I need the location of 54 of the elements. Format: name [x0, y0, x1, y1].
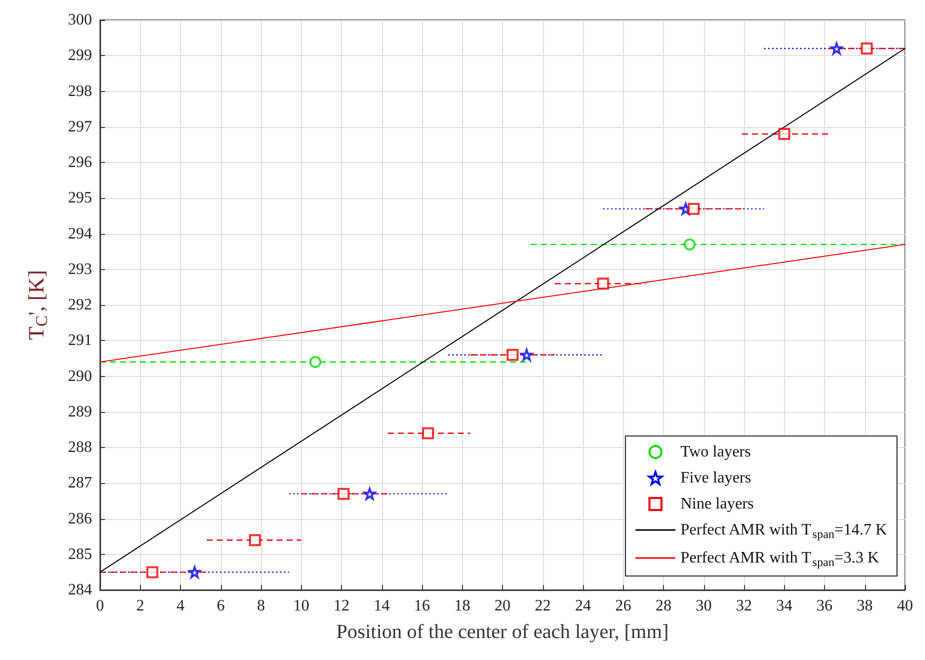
- x-tick-label: 0: [96, 598, 104, 614]
- y-tick-label: 300: [68, 12, 92, 28]
- y-tick-label: 286: [68, 510, 92, 528]
- x-tick-label: 14: [374, 598, 390, 614]
- x-tick-label: 24: [575, 598, 591, 614]
- y-tick-label: 297: [68, 118, 92, 136]
- y-tick-label: 294: [68, 225, 92, 242]
- point: [597, 278, 610, 290]
- y-tick-label: 284: [68, 582, 92, 598]
- x-tick-label: 36: [816, 598, 832, 614]
- x-tick-label: 28: [656, 598, 672, 614]
- y-tick-label: 295: [68, 190, 92, 207]
- point: [860, 42, 873, 54]
- x-tick-label: 22: [534, 598, 551, 614]
- x-tick-label: 18: [454, 598, 470, 614]
- y-tick-label: 292: [68, 296, 92, 314]
- x-tick-label: 32: [736, 598, 752, 614]
- y-tick-label: 293: [68, 260, 92, 278]
- y-axis-title: TC', [K]: [24, 270, 51, 340]
- point: [684, 238, 696, 250]
- x-tick-label: 2: [136, 598, 144, 614]
- y-tick-label: 289: [68, 403, 92, 420]
- x-tick-label: 20: [494, 598, 510, 614]
- x-tick-label: 38: [856, 598, 873, 614]
- point: [309, 356, 322, 368]
- y-tick-label: 288: [68, 439, 92, 456]
- x-tick-label: 12: [334, 598, 350, 614]
- y-tick-label: 296: [68, 154, 92, 171]
- x-tick-label: 26: [615, 598, 632, 614]
- point: [338, 488, 350, 500]
- point: [778, 128, 790, 140]
- x-tick-label: 4: [176, 598, 184, 614]
- x-tick-label: 10: [293, 598, 310, 614]
- y-tick-label: 299: [68, 47, 92, 64]
- point: [146, 566, 158, 578]
- legend-label: Nine layers: [680, 496, 754, 512]
- point: [688, 202, 700, 215]
- y-tick-label: 285: [68, 546, 92, 563]
- point: [248, 534, 261, 546]
- x-tick-label: 8: [257, 598, 265, 614]
- y-tick-label: 298: [68, 82, 92, 100]
- x-axis-title: Position of the center of each layer, [mm]: [336, 621, 669, 643]
- legend-label: Two layers: [680, 444, 751, 460]
- x-tick-label: 6: [216, 598, 225, 614]
- x-tick-label: 30: [696, 598, 712, 614]
- point: [506, 348, 519, 361]
- y-tick-label: 290: [68, 368, 92, 385]
- legend-label: Five layers: [680, 470, 752, 486]
- point: [422, 427, 434, 440]
- x-tick-label: 16: [414, 598, 430, 614]
- y-tick-label: 291: [68, 332, 92, 350]
- y-tick-label: 287: [68, 474, 92, 492]
- x-tick-label: 34: [776, 598, 792, 614]
- x-tick-label: 40: [897, 598, 913, 614]
